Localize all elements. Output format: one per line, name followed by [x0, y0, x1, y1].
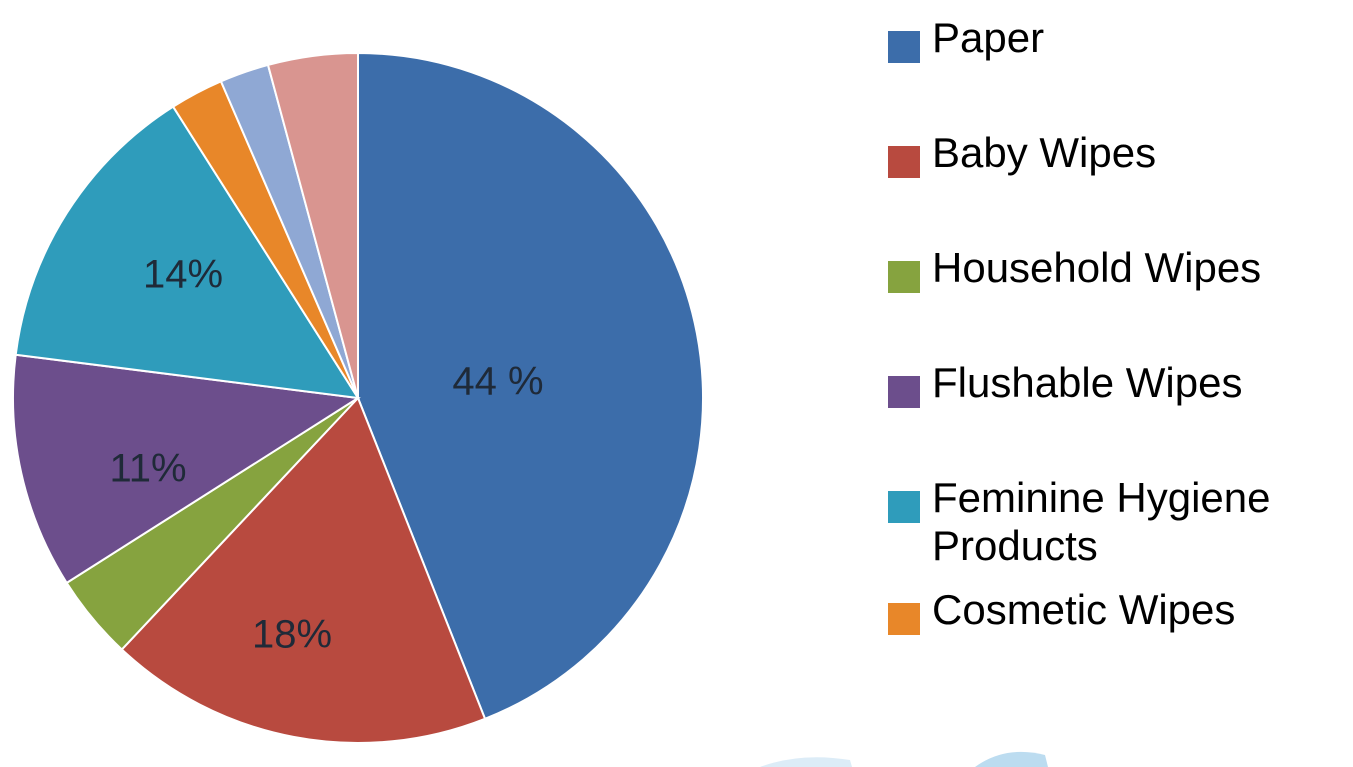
- pie-slice-unlabeled-7: [266, 51, 359, 399]
- legend-item-feminine-hygiene-products: Feminine Hygiene Products: [888, 474, 1348, 586]
- partial-blue-shape-right: [975, 751, 1048, 767]
- legend-label-household-wipes: Household Wipes: [932, 244, 1262, 291]
- legend-item-cosmetic-wipes: Cosmetic Wipes: [888, 586, 1348, 701]
- legend-swatch-baby-wipes: [888, 146, 920, 178]
- legend-item-flushable-wipes: Flushable Wipes: [888, 359, 1348, 474]
- legend-swatch-feminine-hygiene-products: [888, 491, 920, 523]
- chart-legend: Paper Baby Wipes Household Wipes Flushab…: [888, 14, 1348, 701]
- partial-blue-shape-left: [760, 757, 852, 767]
- legend-item-household-wipes: Household Wipes: [888, 244, 1348, 359]
- slice-label-feminine-hygiene-products: 14%: [143, 253, 223, 297]
- pie-slice-paper: [357, 51, 704, 721]
- legend-item-paper: Paper: [888, 14, 1348, 129]
- legend-swatch-household-wipes: [888, 261, 920, 293]
- pie-chart: 44 % 18% 11% 14%: [12, 51, 704, 744]
- pie-slice-baby-wipes: [120, 396, 487, 744]
- pie-slices: [12, 51, 704, 744]
- legend-swatch-cosmetic-wipes: [888, 603, 920, 635]
- pie-slice-feminine-hygiene-products: [14, 105, 360, 400]
- legend-swatch-flushable-wipes: [888, 376, 920, 408]
- pie-slice-flushable-wipes: [12, 353, 361, 585]
- legend-label-baby-wipes: Baby Wipes: [932, 129, 1157, 176]
- slice-label-paper: 44 %: [452, 360, 543, 404]
- legend-label-cosmetic-wipes: Cosmetic Wipes: [932, 586, 1236, 633]
- legend-label-paper: Paper: [932, 14, 1045, 61]
- slice-label-baby-wipes: 18%: [252, 613, 332, 657]
- legend-label-flushable-wipes: Flushable Wipes: [932, 359, 1243, 406]
- legend-label-feminine-hygiene-products: Feminine Hygiene Products: [932, 474, 1271, 569]
- legend-swatch-paper: [888, 31, 920, 63]
- pie-slice-labels: 44 % 18% 11% 14%: [109, 253, 543, 657]
- legend-item-baby-wipes: Baby Wipes: [888, 129, 1348, 244]
- slice-label-flushable-wipes: 11%: [109, 447, 186, 491]
